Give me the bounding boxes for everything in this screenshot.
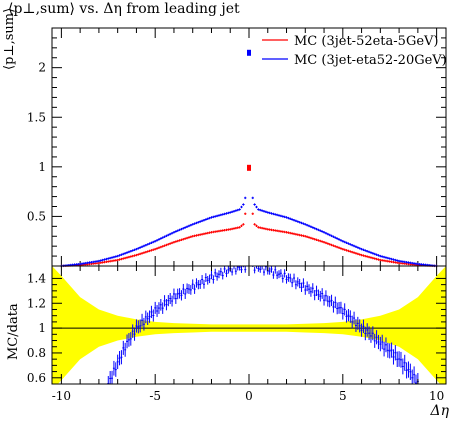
y-tick-label-main: 2 [38,61,46,75]
y-tick-label-ratio: 1.4 [27,271,46,285]
x-tick-label: 5 [339,389,347,403]
uncertainty-band [52,266,446,384]
y-tick-label-main: 1 [38,160,46,174]
y-axis-label-main: ⟨p⊥,sum⟩ [2,7,17,70]
series-1 [60,164,438,268]
legend-label: MC (3jet-eta52-20GeV) [294,53,447,68]
peak-point [247,164,251,171]
chart-title: ⟨p⊥,sum⟩ vs. Δη from leading jet [8,1,240,17]
x-tick-label: 10 [429,389,444,403]
x-axis-label: Δη [430,403,450,419]
x-tick-label: -5 [149,389,161,403]
x-tick-label: -10 [52,389,71,403]
y-tick-label-ratio: 1.2 [27,296,46,310]
y-tick-label-main: 0.5 [27,209,46,223]
y-tick-label-ratio: 0.6 [27,371,46,385]
ratio-plot-area [52,266,446,384]
legend-label: MC (3jet-52eta-5GeV) [294,34,439,49]
series-2 [60,49,438,268]
peak-point [247,49,251,56]
ratio-series-1 [107,266,419,384]
x-tick-label: 0 [245,389,253,403]
y-tick-label-ratio: 1 [38,321,46,335]
ratio-panel: 0.6 0.8 1 1.2 1.4 -10 -5 0 5 10 [27,265,447,403]
main-panel: 0.5 1 1.5 2 MC (3jet-52eta-5GeV) MC (3jet-eta… [27,27,447,268]
y-axis-label-ratio: MC/data [6,303,21,360]
y-tick-label-main: 1.5 [27,110,46,124]
y-tick-label-ratio: 0.8 [27,346,46,360]
